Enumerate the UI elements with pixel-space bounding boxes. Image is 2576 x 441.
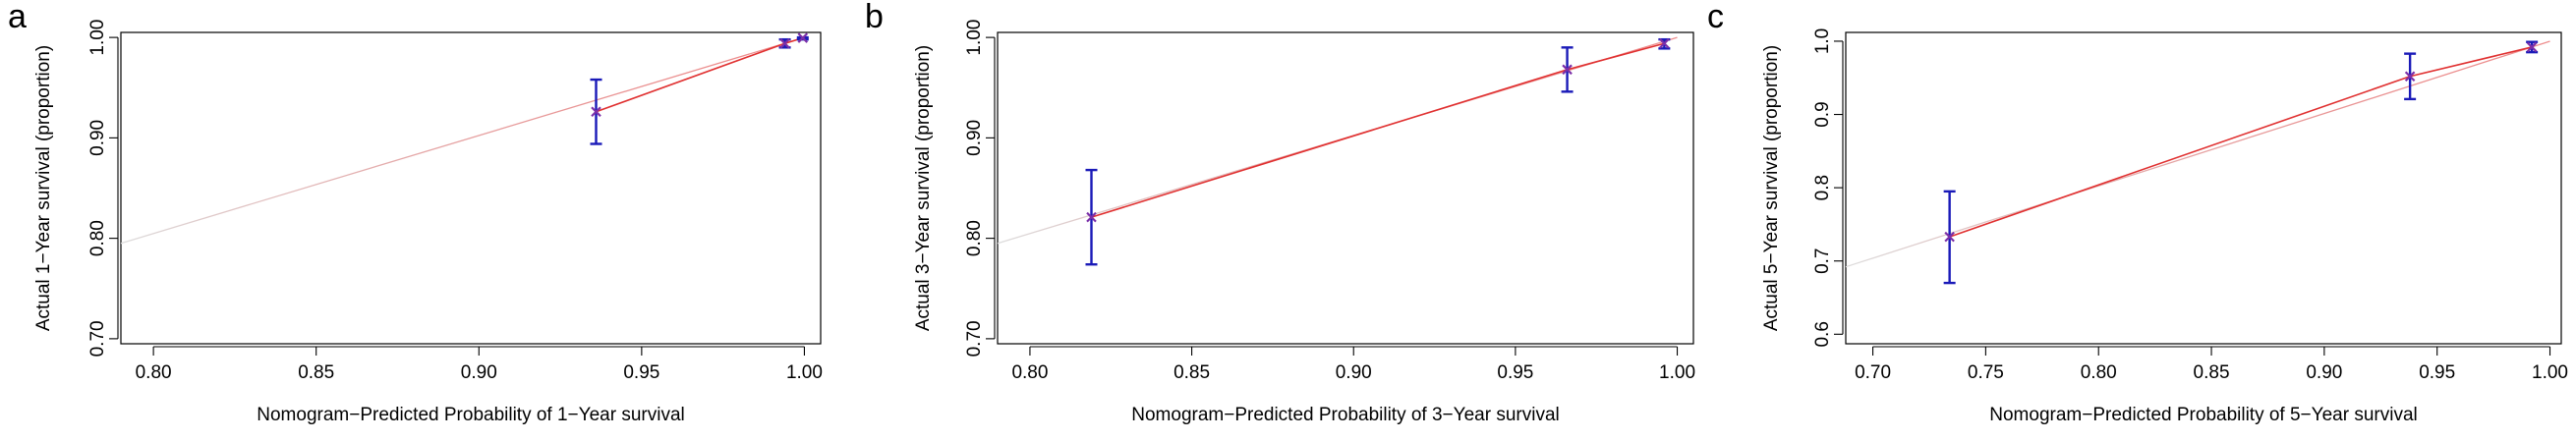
x-tick-label: 0.95: [1497, 362, 1533, 383]
x-axis-label: Nomogram−Predicted Probability of 1−Year…: [257, 405, 684, 425]
plot-frame: [1845, 31, 2562, 345]
panel-label: c: [1707, 0, 1724, 35]
y-tick-label: 0.7: [1812, 248, 1833, 274]
x-tick-label: 0.85: [1174, 362, 1210, 383]
y-tick-label: 0.90: [87, 120, 108, 156]
y-axis-label: Actual 1−Year survival (proportion): [33, 45, 54, 331]
y-tick-label: 0.6: [1812, 321, 1833, 347]
y-tick-label: 1.00: [964, 20, 985, 56]
x-tick-label: 0.70: [1855, 362, 1891, 383]
plot-frame: [120, 31, 822, 345]
x-tick-label: 0.95: [623, 362, 659, 383]
x-tick-label: 0.95: [2419, 362, 2455, 383]
x-tick-label: 0.90: [2306, 362, 2342, 383]
calibration-line: [1091, 42, 1665, 218]
x-tick-label: 0.80: [1011, 362, 1048, 383]
x-axis-label: Nomogram−Predicted Probability of 3−Year…: [1131, 405, 1559, 425]
y-tick-label: 1.0: [1812, 28, 1833, 54]
panel-label: b: [865, 0, 884, 35]
data-point: [2526, 41, 2538, 53]
x-tick-label: 0.85: [2194, 362, 2230, 383]
plot-frame: [997, 31, 1694, 345]
ideal-line: [1845, 40, 2550, 268]
x-tick-label: 1.00: [786, 362, 823, 383]
y-tick-label: 0.70: [87, 320, 108, 357]
x-tick-label: 1.00: [2532, 362, 2568, 383]
y-tick-label: 0.90: [964, 120, 985, 156]
y-tick-label: 0.8: [1812, 175, 1833, 200]
data-point: [1562, 64, 1573, 76]
data-point: [1086, 211, 1097, 223]
data-point: [1659, 37, 1670, 49]
ideal-line: [120, 36, 805, 245]
data-point: [591, 106, 601, 118]
calibration-line: [596, 36, 805, 113]
y-tick-label: 0.80: [87, 220, 108, 256]
y-tick-label: 0.80: [964, 220, 985, 256]
data-point: [1944, 231, 1955, 243]
calibration-panel-a: a 0.80 0.85 0.90 0.95 1.00 0.70 0.80 0.90 1.00 Nom…: [8, 0, 823, 425]
data-point: [797, 32, 809, 43]
x-tick-label: 1.00: [1659, 362, 1695, 383]
panel-label: a: [8, 0, 27, 35]
x-tick-label: 0.80: [136, 362, 172, 383]
y-axis-label: Actual 5−Year survival (proportion): [1761, 45, 1782, 331]
x-axis-label: Nomogram−Predicted Probability of 5−Year…: [1989, 405, 2417, 425]
x-tick-label: 0.90: [461, 362, 497, 383]
calibration-panel-c: c 0.70 0.75 0.80 0.85 0.90 0.95 1.00 0.6 0.7 0.8 0.…: [1707, 0, 2568, 425]
data-point: [2404, 71, 2416, 83]
y-axis-label: Actual 3−Year survival (proportion): [913, 45, 934, 331]
x-tick-label: 0.90: [1336, 362, 1372, 383]
x-tick-label: 0.85: [298, 362, 334, 383]
y-tick-label: 1.00: [87, 20, 108, 56]
x-tick-label: 0.75: [1968, 362, 2004, 383]
y-tick-label: 0.70: [964, 320, 985, 357]
y-tick-label: 0.9: [1812, 101, 1833, 127]
calibration-panel-b: b 0.80 0.85 0.90 0.95 1.00 0.70 0.80 0.90 1.00 Nom…: [865, 0, 1695, 425]
x-tick-label: 0.80: [2081, 362, 2117, 383]
data-point: [779, 37, 790, 49]
